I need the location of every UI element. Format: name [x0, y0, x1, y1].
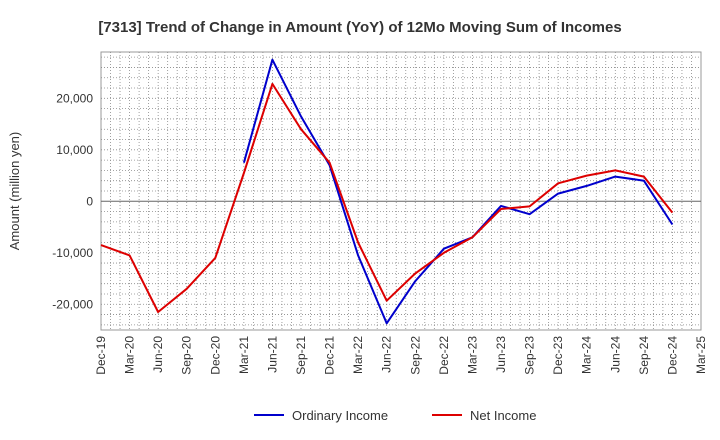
- y-tick-label: 10,000: [56, 143, 93, 157]
- x-tick-label: Dec-24: [665, 336, 679, 375]
- x-tick-label: Dec-19: [94, 336, 108, 375]
- grid-layer: [100, 51, 702, 331]
- legend-label: Ordinary Income: [292, 408, 388, 423]
- y-tick-label: 0: [86, 194, 93, 208]
- x-tick-label: Jun-24: [608, 336, 622, 373]
- x-tick-label: Mar-25: [694, 336, 708, 374]
- x-tick-label: Jun-21: [265, 336, 279, 373]
- legend-label: Net Income: [470, 408, 536, 423]
- legend: Ordinary Income Net Income: [254, 408, 536, 423]
- x-tick-label: Mar-24: [580, 336, 594, 374]
- x-tick-label: Sep-21: [294, 336, 308, 375]
- x-tick-label: Dec-23: [551, 336, 565, 375]
- y-tick-label: -20,000: [52, 297, 93, 311]
- x-tick-label: Jun-22: [380, 336, 394, 373]
- y-axis-label: Amount (million yen): [7, 132, 22, 251]
- x-tick-label: Mar-21: [237, 336, 251, 374]
- x-tick-label: Dec-20: [208, 336, 222, 375]
- x-tick-label: Sep-24: [637, 336, 651, 375]
- x-tick-label: Sep-23: [523, 336, 537, 375]
- x-tick-label: Dec-21: [323, 336, 337, 375]
- chart-title: [7313] Trend of Change in Amount (YoY) o…: [98, 19, 621, 36]
- x-tick-label: Jun-20: [151, 336, 165, 373]
- x-tick-label: Sep-22: [408, 336, 422, 375]
- x-tick-label: Mar-22: [351, 336, 365, 374]
- x-tick-label: Jun-23: [494, 336, 508, 373]
- series-line-net-income: [100, 82, 674, 313]
- series-layer: [100, 58, 674, 325]
- y-tick-label: 20,000: [56, 91, 93, 105]
- x-tick-label: Mar-23: [465, 336, 479, 374]
- x-tick-label: Mar-20: [123, 336, 137, 374]
- axis-layer: 20,000 10,000 0 -10,000 -20,000 Dec-19 Mar-20 J…: [52, 91, 708, 374]
- y-tick-label: -10,000: [52, 246, 93, 260]
- series-line-ordinary-income: [242, 58, 674, 325]
- x-tick-label: Dec-22: [437, 336, 451, 375]
- x-tick-label: Sep-20: [180, 336, 194, 375]
